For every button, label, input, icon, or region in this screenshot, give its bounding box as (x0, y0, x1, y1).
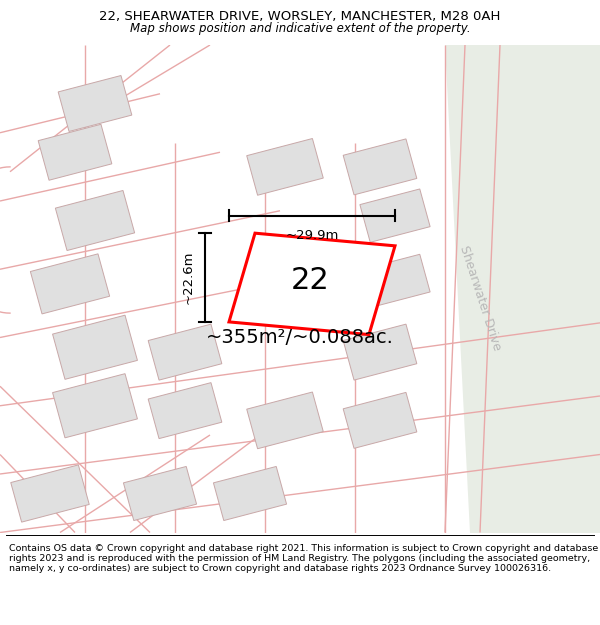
Bar (247, 392, 323, 449)
Text: 22, SHEARWATER DRIVE, WORSLEY, MANCHESTER, M28 0AH: 22, SHEARWATER DRIVE, WORSLEY, MANCHESTE… (100, 10, 500, 23)
Bar (55, 191, 134, 251)
Text: ~29.9m: ~29.9m (286, 229, 338, 242)
Text: 22: 22 (290, 266, 329, 296)
Bar (360, 189, 430, 242)
Polygon shape (445, 45, 600, 532)
Text: Map shows position and indicative extent of the property.: Map shows position and indicative extent… (130, 22, 470, 35)
Bar (58, 76, 132, 131)
Bar (11, 465, 89, 522)
Bar (38, 124, 112, 180)
Bar (343, 392, 417, 448)
Bar (53, 374, 137, 438)
Bar (360, 254, 430, 308)
Text: ~22.6m: ~22.6m (182, 251, 195, 304)
Bar (247, 139, 323, 195)
Text: Contains OS data © Crown copyright and database right 2021. This information is : Contains OS data © Crown copyright and d… (9, 544, 598, 573)
Bar (343, 324, 417, 380)
Text: ~355m²/~0.088ac.: ~355m²/~0.088ac. (206, 328, 394, 348)
Bar (53, 315, 137, 379)
Text: Shearwater Drive: Shearwater Drive (457, 244, 503, 352)
Bar (214, 466, 287, 521)
Bar (148, 324, 222, 380)
Bar (343, 139, 417, 195)
Polygon shape (229, 233, 395, 334)
Bar (31, 254, 110, 314)
Bar (124, 466, 197, 521)
Bar (148, 382, 222, 439)
